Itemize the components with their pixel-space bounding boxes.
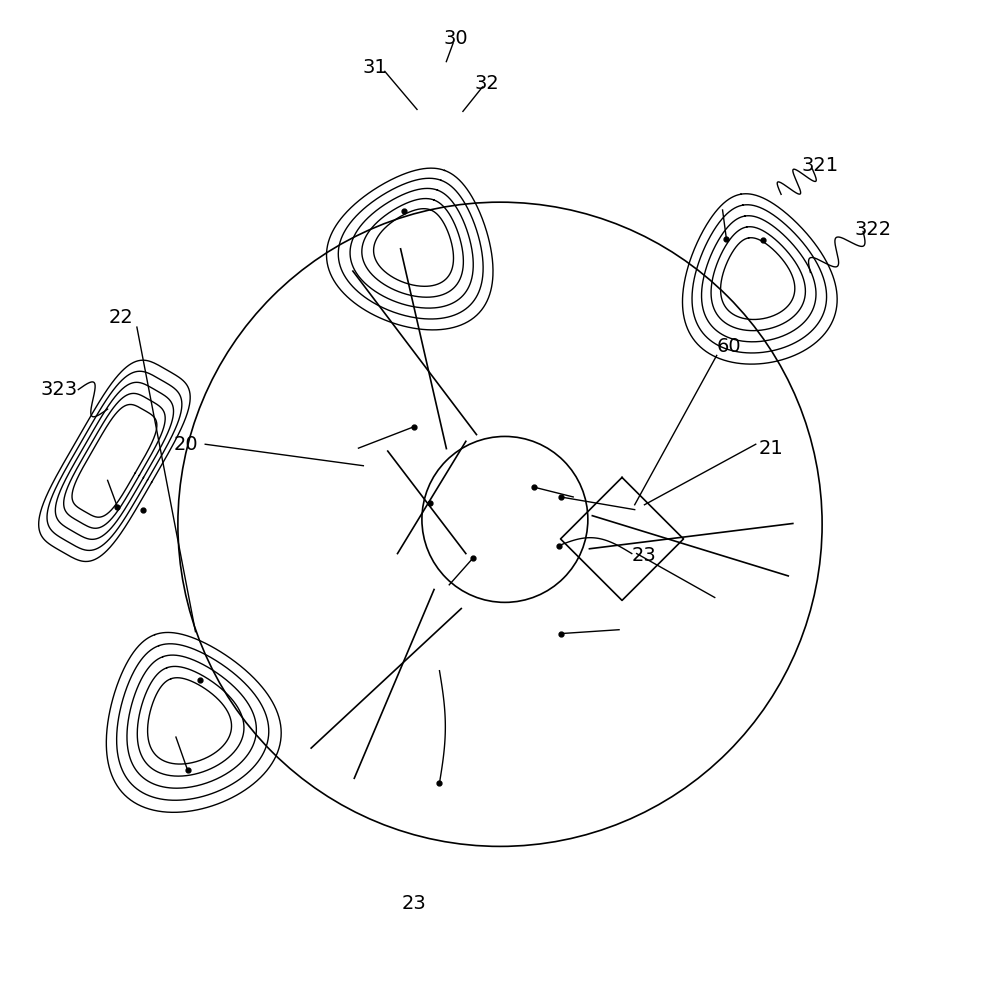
Text: 21: 21 [759,439,784,457]
Text: 323: 323 [40,380,77,399]
Text: 322: 322 [854,220,891,239]
Text: 31: 31 [363,58,387,77]
Text: 22: 22 [109,308,134,327]
Text: 20: 20 [173,435,198,453]
Text: 30: 30 [444,29,468,48]
Text: 23: 23 [632,546,657,565]
Text: 321: 321 [802,155,839,174]
Text: 23: 23 [402,894,426,913]
Text: 60: 60 [717,338,742,356]
Text: 32: 32 [475,73,500,93]
